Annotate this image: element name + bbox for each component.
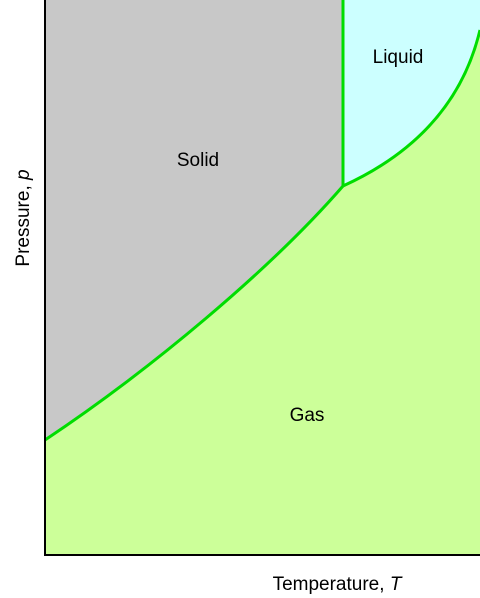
region-label: Liquid <box>373 47 424 68</box>
y-axis-variable: p <box>13 169 34 181</box>
x-axis-variable: T <box>390 574 403 595</box>
solid-region <box>45 0 343 440</box>
sublimation-curve <box>44 185 345 442</box>
vaporization-curve <box>342 29 480 188</box>
region-label: Solid <box>177 150 219 171</box>
y-axis-label-text: Pressure, <box>13 180 34 267</box>
region-label: Gas <box>290 405 325 426</box>
liquid-region <box>343 0 480 186</box>
y-axis-label: Pressure, p <box>13 169 34 266</box>
x-axis-label-text: Temperature, <box>273 574 390 595</box>
x-axis-label: Temperature, T <box>273 574 403 595</box>
